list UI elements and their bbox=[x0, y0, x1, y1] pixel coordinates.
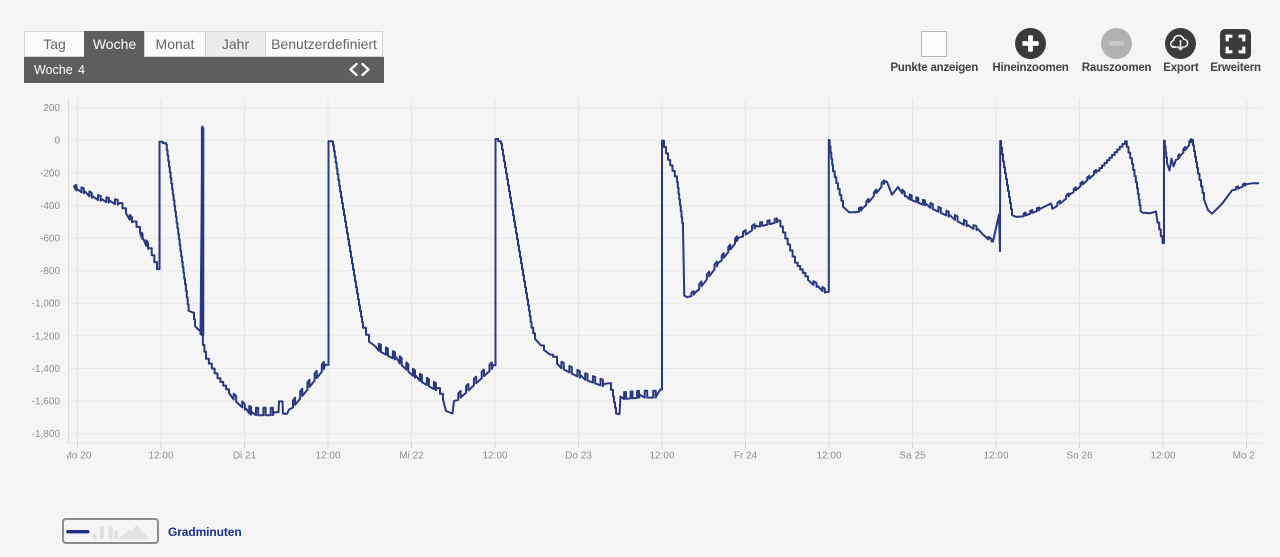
svg-text:0: 0 bbox=[54, 136, 60, 147]
svg-text:12:00: 12:00 bbox=[482, 451, 507, 462]
svg-text:-400: -400 bbox=[40, 201, 60, 212]
svg-text:-600: -600 bbox=[40, 234, 60, 245]
svg-text:Sa 25: Sa 25 bbox=[899, 451, 926, 462]
svg-text:-1,800: -1,800 bbox=[32, 429, 61, 440]
svg-text:-1,400: -1,400 bbox=[32, 364, 61, 375]
svg-text:12:00: 12:00 bbox=[315, 451, 340, 462]
svg-text:-200: -200 bbox=[40, 168, 60, 179]
svg-text:Do 23: Do 23 bbox=[565, 451, 592, 462]
svg-text:12:00: 12:00 bbox=[983, 451, 1008, 462]
svg-text:Mi 22: Mi 22 bbox=[399, 451, 424, 462]
svg-text:12:00: 12:00 bbox=[1150, 451, 1175, 462]
svg-text:-1,200: -1,200 bbox=[32, 331, 61, 342]
svg-text:12:00: 12:00 bbox=[816, 451, 841, 462]
svg-text:-1,600: -1,600 bbox=[32, 397, 61, 408]
svg-text:12:00: 12:00 bbox=[148, 451, 173, 462]
svg-text:-1,000: -1,000 bbox=[32, 299, 61, 310]
svg-text:200: 200 bbox=[43, 103, 60, 114]
svg-text:12:00: 12:00 bbox=[649, 451, 674, 462]
svg-text:Mo 20: Mo 20 bbox=[64, 451, 92, 462]
svg-text:Mo 27: Mo 27 bbox=[1233, 451, 1261, 462]
svg-text:-800: -800 bbox=[40, 266, 60, 277]
svg-text:Fr 24: Fr 24 bbox=[734, 451, 758, 462]
svg-text:Di 21: Di 21 bbox=[233, 451, 257, 462]
svg-text:So 26: So 26 bbox=[1066, 451, 1093, 462]
